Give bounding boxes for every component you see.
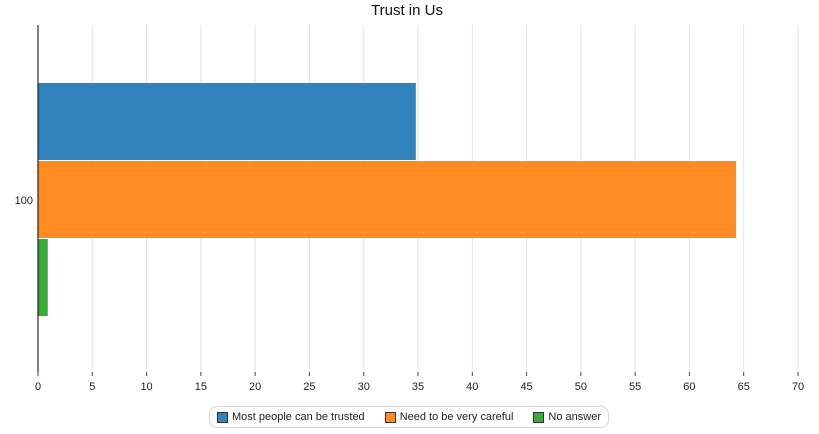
legend-swatch-trusted: [216, 411, 228, 423]
legend-item-trusted: Most people can be trusted: [216, 411, 365, 423]
x-tick-label: 65: [738, 381, 750, 393]
x-tick-label: 70: [792, 381, 804, 393]
legend: Most people can be trusted Need to be ve…: [209, 406, 609, 428]
x-tick-label: 10: [140, 381, 152, 393]
legend-label-careful: Need to be very careful: [399, 411, 514, 423]
x-tick-label: 5: [89, 381, 95, 393]
x-tick-label: 0: [35, 381, 41, 393]
legend-swatch-careful: [384, 411, 396, 423]
legend-label-no-answer: No answer: [548, 411, 601, 423]
x-tick-label: 20: [249, 381, 261, 393]
x-tick-label: 50: [575, 381, 587, 393]
bar-no-answer: [38, 239, 48, 316]
legend-swatch-no-answer: [533, 411, 545, 423]
x-tick-label: 45: [520, 381, 532, 393]
x-tick-label: 60: [683, 381, 695, 393]
legend-label-trusted: Most people can be trusted: [231, 411, 365, 423]
y-category-label: 100: [15, 195, 33, 207]
x-axis-ticks: 0 5 10 15 20 25 30 35 40 45 50 55 60 65 70: [35, 372, 804, 393]
x-tick-label: 30: [358, 381, 370, 393]
chart-title: Trust in Us: [371, 2, 443, 19]
bar-trusted: [38, 83, 416, 160]
x-tick-label: 25: [303, 381, 315, 393]
legend-item-no-answer: No answer: [533, 411, 601, 423]
bars: [38, 83, 737, 316]
bar-careful: [38, 161, 737, 238]
x-tick-label: 35: [412, 381, 424, 393]
legend-item-careful: Need to be very careful: [384, 411, 514, 423]
x-tick-label: 40: [466, 381, 478, 393]
x-tick-label: 55: [629, 381, 641, 393]
x-tick-label: 15: [195, 381, 207, 393]
